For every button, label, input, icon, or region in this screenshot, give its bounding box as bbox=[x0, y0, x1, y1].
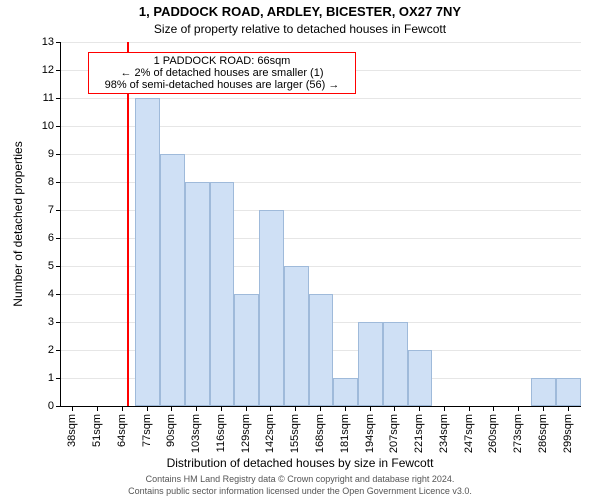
y-tick-label: 9 bbox=[48, 148, 54, 160]
y-tick-mark bbox=[56, 266, 60, 267]
bar bbox=[259, 210, 284, 406]
y-tick-mark bbox=[56, 70, 60, 71]
x-tick-label: 77sqm bbox=[141, 414, 153, 454]
x-tick-mark bbox=[444, 407, 445, 411]
x-tick-label: 64sqm bbox=[116, 414, 128, 454]
footer-line1: Contains HM Land Registry data © Crown c… bbox=[0, 474, 600, 484]
y-tick-mark bbox=[56, 378, 60, 379]
y-tick-label: 10 bbox=[42, 120, 54, 132]
y-tick-label: 0 bbox=[48, 400, 54, 412]
x-tick-mark bbox=[270, 407, 271, 411]
y-axis-label: Number of detached properties bbox=[11, 141, 25, 306]
x-tick-label: 299sqm bbox=[562, 414, 574, 454]
annotation-line: 1 PADDOCK ROAD: 66sqm bbox=[93, 55, 351, 67]
bar bbox=[408, 350, 433, 406]
x-tick-label: 116sqm bbox=[215, 414, 227, 454]
annotation-line: ← 2% of detached houses are smaller (1) bbox=[93, 67, 351, 79]
x-tick-label: 129sqm bbox=[240, 414, 252, 454]
x-tick-mark bbox=[469, 407, 470, 411]
x-tick-mark bbox=[370, 407, 371, 411]
x-tick-label: 194sqm bbox=[364, 414, 376, 454]
page-title: 1, PADDOCK ROAD, ARDLEY, BICESTER, OX27 … bbox=[0, 4, 600, 19]
y-tick-mark bbox=[56, 98, 60, 99]
y-tick-mark bbox=[56, 210, 60, 211]
x-tick-label: 247sqm bbox=[463, 414, 475, 454]
y-tick-label: 8 bbox=[48, 176, 54, 188]
x-tick-mark bbox=[295, 407, 296, 411]
x-tick-label: 286sqm bbox=[537, 414, 549, 454]
x-tick-mark bbox=[493, 407, 494, 411]
chart-plot-area bbox=[60, 42, 581, 407]
bar bbox=[531, 378, 556, 406]
x-tick-label: 221sqm bbox=[413, 414, 425, 454]
bar bbox=[210, 182, 235, 406]
y-tick-label: 12 bbox=[42, 64, 54, 76]
y-tick-mark bbox=[56, 42, 60, 43]
gridline bbox=[61, 42, 581, 43]
x-tick-mark bbox=[246, 407, 247, 411]
bar bbox=[333, 378, 358, 406]
y-tick-mark bbox=[56, 350, 60, 351]
y-tick-label: 4 bbox=[48, 288, 54, 300]
x-tick-mark bbox=[196, 407, 197, 411]
y-tick-label: 1 bbox=[48, 372, 54, 384]
y-tick-mark bbox=[56, 126, 60, 127]
y-tick-label: 5 bbox=[48, 260, 54, 272]
x-tick-mark bbox=[345, 407, 346, 411]
y-tick-label: 11 bbox=[43, 92, 54, 104]
x-tick-mark bbox=[419, 407, 420, 411]
x-tick-mark bbox=[122, 407, 123, 411]
x-tick-mark bbox=[568, 407, 569, 411]
x-tick-label: 142sqm bbox=[264, 414, 276, 454]
x-tick-label: 155sqm bbox=[289, 414, 301, 454]
x-tick-label: 103sqm bbox=[190, 414, 202, 454]
bar bbox=[309, 294, 334, 406]
x-tick-mark bbox=[320, 407, 321, 411]
y-tick-mark bbox=[56, 238, 60, 239]
x-tick-mark bbox=[97, 407, 98, 411]
y-tick-label: 2 bbox=[48, 344, 54, 356]
y-tick-label: 3 bbox=[48, 316, 54, 328]
bar bbox=[383, 322, 408, 406]
x-tick-label: 51sqm bbox=[91, 414, 103, 454]
bar bbox=[556, 378, 581, 406]
x-tick-label: 181sqm bbox=[339, 414, 351, 454]
y-tick-label: 6 bbox=[48, 232, 54, 244]
x-tick-label: 234sqm bbox=[438, 414, 450, 454]
y-tick-label: 7 bbox=[48, 204, 54, 216]
annotation-line: 98% of semi-detached houses are larger (… bbox=[93, 79, 351, 91]
marker-line bbox=[127, 42, 129, 406]
x-tick-label: 90sqm bbox=[165, 414, 177, 454]
x-tick-label: 207sqm bbox=[388, 414, 400, 454]
footer-line2: Contains public sector information licen… bbox=[0, 486, 600, 496]
y-tick-mark bbox=[56, 322, 60, 323]
y-tick-mark bbox=[56, 406, 60, 407]
x-tick-mark bbox=[543, 407, 544, 411]
x-tick-label: 38sqm bbox=[66, 414, 78, 454]
bar bbox=[160, 154, 185, 406]
x-tick-label: 273sqm bbox=[512, 414, 524, 454]
chart-annotation: 1 PADDOCK ROAD: 66sqm ← 2% of detached h… bbox=[88, 52, 356, 94]
x-tick-mark bbox=[72, 407, 73, 411]
page-subtitle: Size of property relative to detached ho… bbox=[0, 22, 600, 36]
y-tick-mark bbox=[56, 154, 60, 155]
y-tick-label: 13 bbox=[42, 36, 54, 48]
bar bbox=[358, 322, 383, 406]
x-axis-label: Distribution of detached houses by size … bbox=[0, 456, 600, 470]
x-tick-mark bbox=[147, 407, 148, 411]
x-tick-mark bbox=[171, 407, 172, 411]
bar bbox=[234, 294, 259, 406]
x-tick-mark bbox=[518, 407, 519, 411]
bar bbox=[185, 182, 210, 406]
x-tick-label: 168sqm bbox=[314, 414, 326, 454]
x-tick-mark bbox=[394, 407, 395, 411]
y-tick-mark bbox=[56, 294, 60, 295]
bar bbox=[135, 98, 160, 406]
x-tick-label: 260sqm bbox=[487, 414, 499, 454]
x-tick-mark bbox=[221, 407, 222, 411]
bar bbox=[284, 266, 309, 406]
y-tick-mark bbox=[56, 182, 60, 183]
